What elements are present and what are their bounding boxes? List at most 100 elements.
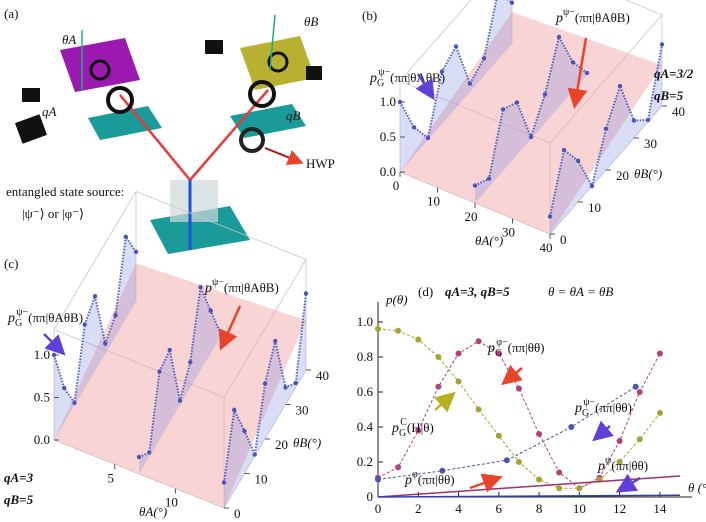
symbol: p: [404, 473, 412, 488]
data-point: [631, 118, 637, 123]
data-point: [375, 326, 381, 332]
surface: [54, 263, 306, 508]
y-tick-label: 0: [234, 506, 241, 521]
panel-label: (b): [362, 8, 377, 23]
slice-fill: [400, 0, 512, 172]
arrow: [43, 333, 66, 356]
annotation: pGψ−(ππ|θθ): [574, 397, 632, 419]
symbol: p: [487, 341, 495, 356]
data-point: [218, 332, 224, 337]
data-point: [252, 452, 257, 457]
box-edge: [549, 14, 663, 144]
argument: (ππ|θθ): [611, 458, 648, 473]
data-point: [515, 459, 522, 465]
x-axis-label: θA(°): [475, 233, 503, 248]
annotation: pψ−(ππ|θAθB): [204, 277, 279, 296]
arrow: [415, 73, 435, 101]
y-tick-label: 0.4: [357, 419, 374, 434]
data-point: [72, 400, 77, 406]
data-point: [415, 336, 422, 343]
data-point: [198, 285, 203, 290]
data-point: [435, 383, 442, 390]
data-point: [632, 383, 639, 390]
data-point: [495, 350, 502, 357]
x-tick-label: 2: [415, 501, 422, 516]
data-point: [188, 360, 193, 365]
y-tick-label: 20: [275, 437, 288, 452]
data-point: [221, 480, 227, 485]
data-point: [475, 338, 482, 345]
data-point: [616, 438, 623, 444]
x-tick-label: 30: [502, 225, 515, 240]
data-point: [575, 158, 581, 163]
superscript: φ−: [496, 337, 508, 348]
data-point: [453, 44, 459, 49]
data-point: [262, 381, 268, 386]
angle-label: θA: [62, 32, 76, 47]
superscript: ψ−: [378, 67, 390, 78]
slice-fill: [224, 293, 306, 508]
subscript: G: [15, 318, 22, 329]
data-point: [472, 183, 478, 188]
slice-fill: [139, 287, 221, 474]
y-tick-label: 10: [255, 472, 268, 487]
y-tick-label: 30: [296, 403, 309, 418]
data-point: [167, 347, 172, 353]
subscript: G: [495, 348, 502, 359]
argument: (ππ|θAθB): [575, 10, 630, 25]
q-label: qA=3: [4, 470, 34, 485]
x-tick-label: 4: [455, 501, 462, 516]
data-point: [293, 380, 298, 386]
box-edge: [223, 259, 307, 398]
data-point: [589, 183, 595, 189]
x-tick-label: 0: [375, 501, 382, 516]
data-point: [103, 341, 108, 346]
slice-curve: [549, 44, 663, 217]
y-tick-label: 0.6: [357, 384, 374, 399]
data-point: [617, 83, 623, 89]
data-point: [395, 327, 402, 334]
data-point: [576, 485, 583, 492]
argument: (H|θ): [407, 420, 434, 435]
data-point: [536, 431, 543, 437]
argument: (ππ|θθ): [595, 400, 632, 415]
y-axis-label: θB(°): [293, 435, 321, 450]
x-tick-label: 12: [613, 501, 626, 516]
annotation: pψ(ππ|θθ): [597, 455, 648, 474]
hwp-label: HWP: [306, 156, 335, 171]
y-axis-label: p(θ): [385, 292, 408, 307]
data-point: [495, 432, 502, 439]
y-tick-label: 30: [644, 136, 657, 151]
argument: (ππ|θAθB): [28, 310, 83, 325]
box-edge: [53, 191, 137, 330]
x-axis-label: θA(°): [139, 504, 167, 519]
z-tick-label: 1.0: [380, 94, 396, 109]
data-point: [136, 454, 142, 460]
data-point: [568, 424, 575, 430]
chart-title: qA=3, qB=5: [445, 284, 510, 299]
data-point: [283, 385, 288, 390]
arrow: [219, 305, 242, 351]
line: [377, 494, 681, 498]
argument: (ππ|θAθB): [390, 70, 445, 85]
z-tick-label: 0.0: [34, 432, 50, 447]
data-point: [439, 69, 445, 74]
box-edge: [399, 0, 472, 82]
data-point: [177, 398, 183, 403]
y-tick-label: 40: [316, 368, 329, 383]
symbol: p: [204, 281, 212, 296]
trend-line: [377, 340, 661, 489]
x-tick-label: 10: [427, 194, 440, 209]
box-edge: [624, 0, 663, 16]
y-tick-label: 40: [672, 104, 685, 119]
arrow: [567, 37, 588, 109]
arrow: [501, 364, 523, 386]
data-point: [503, 457, 510, 464]
x-tick-label: 40: [540, 240, 553, 255]
panel-label: (a): [4, 6, 18, 21]
annotation: pGψ−(ππ|θAθB): [369, 67, 445, 89]
data-point: [636, 389, 643, 395]
q-label: qA: [42, 104, 57, 119]
subscript: G: [582, 408, 589, 419]
data-point: [92, 294, 98, 299]
